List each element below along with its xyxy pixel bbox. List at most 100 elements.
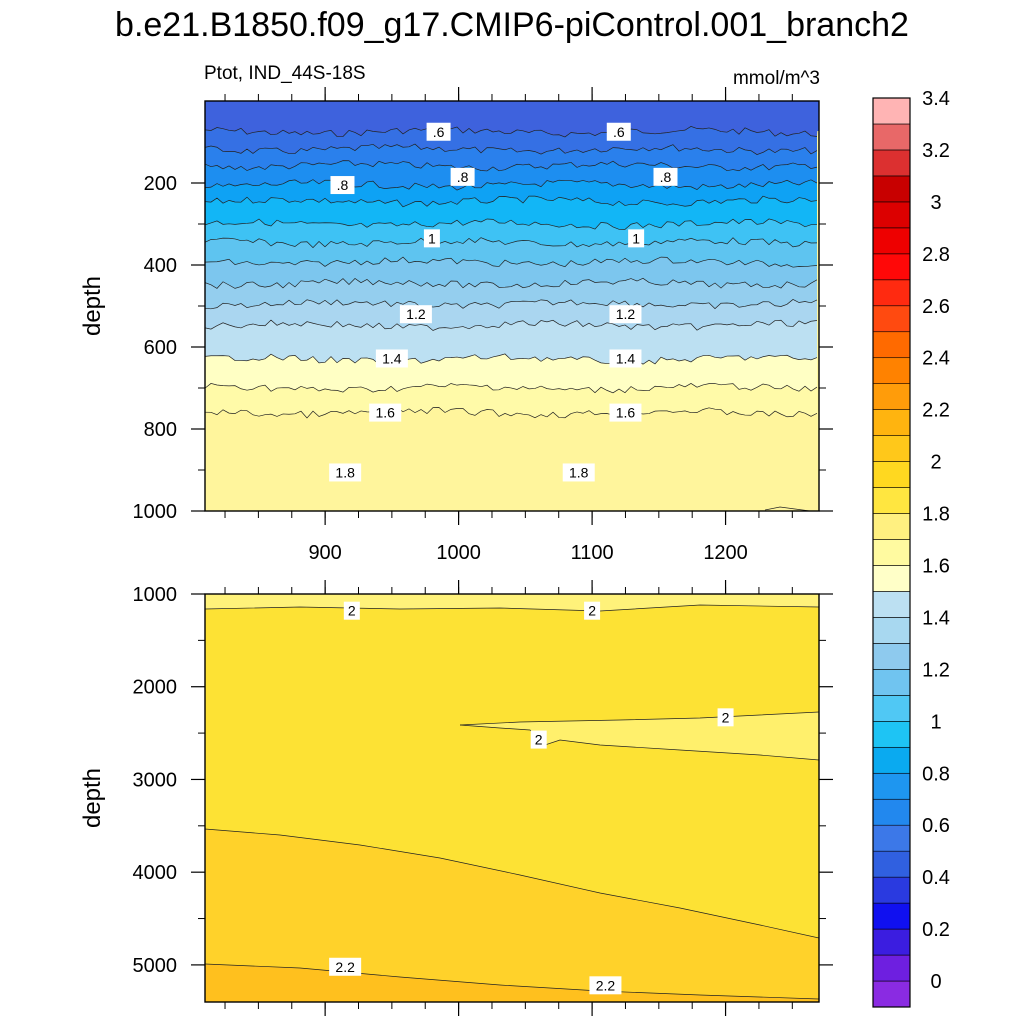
contour-label-bg: [628, 229, 645, 248]
upper-ytick-label: 600: [144, 337, 177, 359]
units-label: mmol/m^3: [732, 68, 820, 89]
colorbar-label: 1: [930, 711, 941, 733]
contour-label-bg: [530, 730, 547, 749]
contour-label-bg: [609, 305, 642, 324]
contour-label-text: 1: [428, 230, 436, 246]
upper-contour-line: [205, 218, 818, 230]
colorbar-swatch: [872, 902, 911, 930]
contour-label: 1.6: [609, 403, 642, 422]
contour-label: .6: [426, 122, 451, 141]
colorbar-label: 2.6: [922, 296, 950, 318]
upper-ytick-label: 800: [144, 419, 177, 441]
lower-ytick-label: 3000: [133, 769, 178, 791]
colorbar-swatch: [872, 798, 911, 826]
colorbar-label: 2.8: [922, 244, 950, 266]
upper-ytick-label: 400: [144, 255, 177, 277]
colorbar-label: 2.4: [922, 348, 950, 370]
colorbar-label: 2.2: [922, 400, 950, 422]
contour-label: 1.6: [369, 403, 402, 422]
contour-label-text: 2: [588, 603, 596, 619]
upper-xtick-label: 1000: [436, 542, 481, 564]
lower-ylabel: depth: [79, 768, 106, 828]
colorbar-swatch: [872, 746, 911, 774]
lower-ytick-label: 4000: [133, 862, 178, 884]
upper-panel-axes: 200 400 600 800 1000 900 1000 1100 1200 depth: [79, 87, 833, 564]
upper-band-13: [205, 383, 817, 418]
contour-label-bg: [423, 229, 440, 248]
contour-label-bg: [450, 167, 475, 186]
colorbar-swatch: [872, 201, 911, 229]
upper-xtick-label: 1100: [571, 542, 614, 564]
contour-label-bg: [369, 403, 402, 422]
colorbar-label: 0.4: [922, 867, 950, 889]
contour-label-bg: [562, 463, 595, 482]
colorbar-swatch: [872, 357, 911, 384]
colorbar-swatch: [872, 669, 911, 696]
contour-label-bg: [399, 305, 432, 324]
contour-label-bg: [609, 349, 642, 368]
colorbar-swatch: [872, 876, 911, 904]
colorbar-label: 0.8: [922, 763, 950, 785]
colorbar-swatch: [872, 383, 911, 410]
upper-contour-line: [205, 256, 818, 268]
contour-label: 2.2: [329, 957, 362, 976]
contour-label: 2: [343, 601, 360, 620]
contour-label-bg: [329, 463, 362, 482]
colorbar-label: 0: [930, 971, 941, 993]
contour-label-text: .6: [433, 124, 445, 140]
upper-ylabel: depth: [79, 276, 106, 336]
colorbar-swatch: [872, 850, 911, 878]
colorbar-label: 3.2: [922, 140, 950, 162]
contour-label: 1.4: [375, 349, 408, 368]
panel-label: Ptot, IND_44S-18S: [204, 63, 366, 84]
colorbar-swatch: [872, 227, 911, 255]
contour-label-bg: [343, 601, 360, 620]
contour-label-bg: [609, 403, 642, 422]
contour-label: .8: [450, 167, 475, 186]
colorbar-swatch: [872, 824, 911, 852]
upper-xtick-label: 1200: [703, 542, 748, 564]
colorbar-swatch: [872, 643, 911, 670]
lower-ytick-label: 1000: [133, 584, 178, 606]
contour-label: 2: [530, 730, 547, 749]
colorbar-swatch: [872, 253, 911, 281]
lower-contour-line: [459, 724, 819, 761]
contour-label-text: 1.8: [335, 464, 355, 480]
upper-contour-line: [205, 383, 818, 394]
contour-label-text: 1.4: [382, 350, 402, 366]
upper-contour-line: [205, 407, 818, 419]
contour-label-text: 1.4: [616, 350, 636, 366]
upper-band-10: [205, 299, 817, 331]
upper-contour-line: [764, 506, 811, 511]
contour-label-text: 2: [722, 709, 730, 725]
upper-contour-line: [205, 299, 818, 310]
contour-label: 2: [584, 601, 601, 620]
upper-xtick-label: 900: [308, 542, 341, 564]
upper-band-9: [205, 278, 817, 309]
colorbar-swatch: [872, 565, 911, 592]
colorbar-frame: [872, 97, 911, 1008]
contour-labels: .6 .6 .8 .8 .8 1 1 1.2 1.2 1.4 1.4 1.6 1.6 1.8 1.8 2 2 2 2…: [329, 122, 734, 995]
colorbar-swatch: [872, 487, 911, 514]
contour-label-text: 1.2: [406, 306, 426, 322]
contour-label: .8: [653, 167, 678, 186]
contour-label: 2.2: [589, 976, 622, 995]
contour-label: 1.2: [609, 305, 642, 324]
contour-label-bg: [606, 122, 631, 141]
colorbar-swatch: [872, 97, 911, 125]
contour-label-text: 1.2: [616, 306, 636, 322]
upper-contour-line: [205, 179, 818, 191]
contour-label-bg: [589, 976, 622, 995]
contour-label: .8: [330, 176, 355, 195]
colorbar-swatch: [872, 772, 911, 800]
upper-ytick-label: 200: [144, 173, 177, 195]
contour-label: 1: [628, 229, 645, 248]
colorbar-label: 3.4: [922, 88, 950, 110]
upper-contour-line: [205, 195, 818, 208]
colorbar-swatch: [872, 928, 911, 956]
contour-label-text: 1.6: [375, 405, 395, 421]
colorbar-swatch: [872, 435, 911, 462]
upper-contour-line: [205, 319, 818, 331]
colorbar-label: 3: [930, 192, 941, 214]
lower-panel-fill: [205, 594, 819, 1002]
